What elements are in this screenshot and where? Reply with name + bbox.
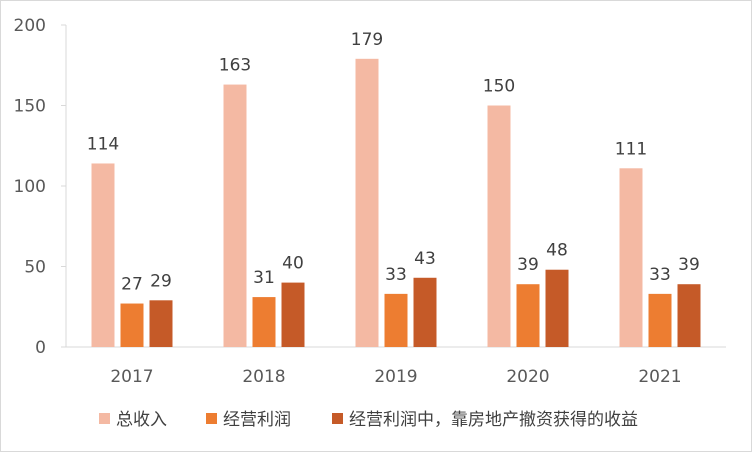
bars-layer: [91, 58, 701, 348]
data-label: 29: [150, 271, 172, 291]
legend: 总收入 经营利润 经营利润中，靠房地产撤资获得的收益: [99, 410, 638, 430]
bar: [516, 284, 540, 347]
legend-swatch: [99, 413, 110, 424]
data-label: 39: [517, 255, 539, 275]
bar: [281, 282, 305, 347]
bar: [252, 297, 276, 347]
legend-label: 总收入: [116, 410, 167, 430]
data-label: 27: [121, 275, 143, 295]
data-label: 33: [385, 265, 407, 285]
x-tick-label: 2017: [110, 367, 153, 387]
data-label: 48: [546, 241, 568, 261]
bar: [487, 105, 511, 347]
legend-swatch: [332, 413, 343, 424]
bar: [149, 300, 173, 347]
data-label: 163: [219, 56, 251, 76]
data-label: 33: [649, 265, 671, 285]
x-tick-label: 2021: [638, 367, 681, 387]
x-tick-label: 2020: [506, 367, 549, 387]
axis-layer: 0 50 100 150 200 2017 2018 2019 2020 2021: [14, 16, 726, 387]
y-tick-label: 100: [14, 177, 46, 197]
data-label: 43: [414, 249, 436, 269]
x-tick-label: 2018: [242, 367, 285, 387]
data-label: 111: [615, 139, 647, 159]
y-tick-label: 50: [24, 258, 46, 278]
legend-label: 经营利润中，靠房地产撤资获得的收益: [349, 410, 638, 430]
bar: [619, 168, 643, 347]
bar: [677, 284, 701, 347]
data-labels-layer: 114 27 29 163 31 40 179 33 43 150 39 48 111 33 39: [87, 30, 700, 295]
y-tick-label: 150: [14, 97, 46, 117]
bar: [120, 303, 144, 347]
bar: [91, 163, 115, 347]
data-label: 40: [282, 254, 304, 274]
bar: [545, 269, 569, 347]
bar: [355, 58, 379, 348]
data-label: 179: [351, 30, 383, 50]
bar: [413, 277, 437, 347]
data-label: 31: [253, 268, 275, 288]
y-tick-label: 0: [35, 338, 46, 358]
legend-swatch: [206, 413, 217, 424]
bar: [223, 84, 247, 347]
data-label: 114: [87, 134, 119, 154]
data-label: 39: [678, 255, 700, 275]
x-tick-label: 2019: [374, 367, 417, 387]
data-label: 150: [483, 77, 515, 97]
bar: [648, 293, 672, 347]
legend-label: 经营利润: [223, 410, 291, 430]
y-tick-label: 200: [14, 16, 46, 36]
bar: [384, 293, 408, 347]
